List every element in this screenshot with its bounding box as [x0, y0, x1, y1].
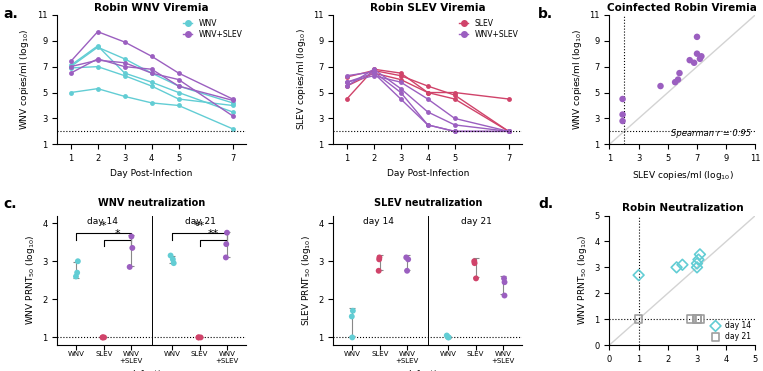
Point [443, 334, 455, 340]
X-axis label: Infection: Infection [132, 370, 172, 371]
Point [70, 273, 82, 279]
Text: day 14: day 14 [87, 217, 118, 226]
Point [400, 255, 412, 260]
Point [401, 268, 414, 274]
X-axis label: SLEV copies/ml (log$_{10}$): SLEV copies/ml (log$_{10}$) [632, 168, 733, 181]
Text: Spearman r = 0.95: Spearman r = 0.95 [671, 129, 751, 138]
Y-axis label: SLEV PRNT$_{50}$ (log$_{10}$): SLEV PRNT$_{50}$ (log$_{10}$) [300, 235, 313, 326]
Point [373, 255, 385, 260]
Point [126, 245, 138, 251]
Point [691, 51, 703, 57]
Point [443, 334, 455, 340]
Title: Robin WNV Viremia: Robin WNV Viremia [95, 3, 209, 13]
day 21 [691, 316, 703, 322]
Title: Robin SLEV Viremia: Robin SLEV Viremia [370, 3, 485, 13]
Point [468, 260, 481, 266]
Text: d.: d. [538, 197, 553, 211]
Point [691, 34, 703, 40]
Point [221, 230, 233, 236]
Y-axis label: WNV copies/ml (log$_{10}$): WNV copies/ml (log$_{10}$) [18, 29, 31, 130]
day 14 [694, 252, 706, 257]
Point [96, 334, 108, 340]
day 21 [685, 316, 697, 322]
Text: *: * [101, 221, 107, 231]
day 21 [633, 316, 645, 322]
Point [695, 53, 707, 59]
Legend: SLEV, WNV+SLEV: SLEV, WNV+SLEV [459, 19, 518, 39]
Point [165, 253, 177, 259]
Y-axis label: WNV PRNT$_{50}$ (log$_{10}$): WNV PRNT$_{50}$ (log$_{10}$) [24, 235, 37, 325]
Title: Robin Neutralization: Robin Neutralization [622, 203, 743, 213]
X-axis label: Infection: Infection [408, 370, 448, 371]
Point [195, 334, 207, 340]
Point [192, 334, 204, 340]
day 21 [694, 316, 706, 322]
X-axis label: Day Post-Infection: Day Post-Infection [387, 168, 469, 178]
Point [694, 56, 706, 62]
Point [125, 233, 137, 239]
Text: day 21: day 21 [185, 217, 216, 226]
Y-axis label: WNV PRNT$_{50}$ (log$_{10}$): WNV PRNT$_{50}$ (log$_{10}$) [576, 235, 589, 325]
day 14 [671, 265, 683, 270]
Legend: WNV, WNV+SLEV: WNV, WNV+SLEV [183, 19, 242, 39]
Text: SLEV neutralization: SLEV neutralization [374, 198, 482, 208]
Point [669, 79, 681, 85]
Point [372, 268, 385, 274]
Text: *: * [114, 229, 121, 239]
Point [98, 334, 110, 340]
Point [373, 256, 385, 262]
Text: day 21: day 21 [462, 217, 492, 226]
day 21 [691, 316, 703, 322]
Point [346, 308, 359, 314]
X-axis label: Day Post-Infection: Day Post-Infection [111, 168, 193, 178]
day 14 [691, 260, 703, 266]
X-axis label: SLEV PRNT$_{50}$ (log$_{10}$): SLEV PRNT$_{50}$ (log$_{10}$) [637, 369, 728, 371]
Text: b.: b. [538, 7, 553, 22]
Point [168, 260, 180, 266]
Point [617, 118, 629, 124]
Point [617, 112, 629, 118]
Point [96, 334, 108, 340]
Text: **: ** [194, 221, 205, 231]
Text: c.: c. [4, 197, 18, 211]
Y-axis label: SLEV copies/ml (log$_{10}$): SLEV copies/ml (log$_{10}$) [295, 29, 307, 131]
Point [655, 83, 667, 89]
Point [617, 96, 629, 102]
Point [674, 70, 686, 76]
Point [220, 255, 232, 260]
Point [684, 57, 696, 63]
Point [468, 258, 481, 264]
day 14 [691, 265, 703, 270]
Point [498, 279, 510, 285]
Point [167, 256, 179, 262]
Text: day 14: day 14 [363, 217, 394, 226]
Point [124, 264, 136, 270]
day 14 [676, 262, 688, 268]
day 14 [633, 272, 645, 278]
Y-axis label: WNV copies/ml (log$_{10}$): WNV copies/ml (log$_{10}$) [571, 29, 584, 130]
Point [498, 293, 510, 299]
day 14 [692, 257, 704, 263]
Title: Coinfected Robin Viremia: Coinfected Robin Viremia [607, 3, 758, 13]
Legend: day 14, day 21: day 14, day 21 [712, 321, 752, 341]
Text: WNV neutralization: WNV neutralization [98, 198, 205, 208]
Text: **: ** [208, 229, 219, 239]
Point [441, 332, 453, 338]
Point [498, 275, 510, 281]
Point [192, 334, 204, 340]
Point [221, 241, 233, 247]
Point [72, 258, 84, 264]
Point [71, 270, 83, 276]
Point [346, 313, 358, 319]
Point [672, 77, 684, 83]
Point [346, 334, 359, 340]
Point [470, 275, 482, 281]
Text: a.: a. [4, 7, 18, 22]
Point [402, 256, 414, 262]
Point [688, 60, 700, 66]
